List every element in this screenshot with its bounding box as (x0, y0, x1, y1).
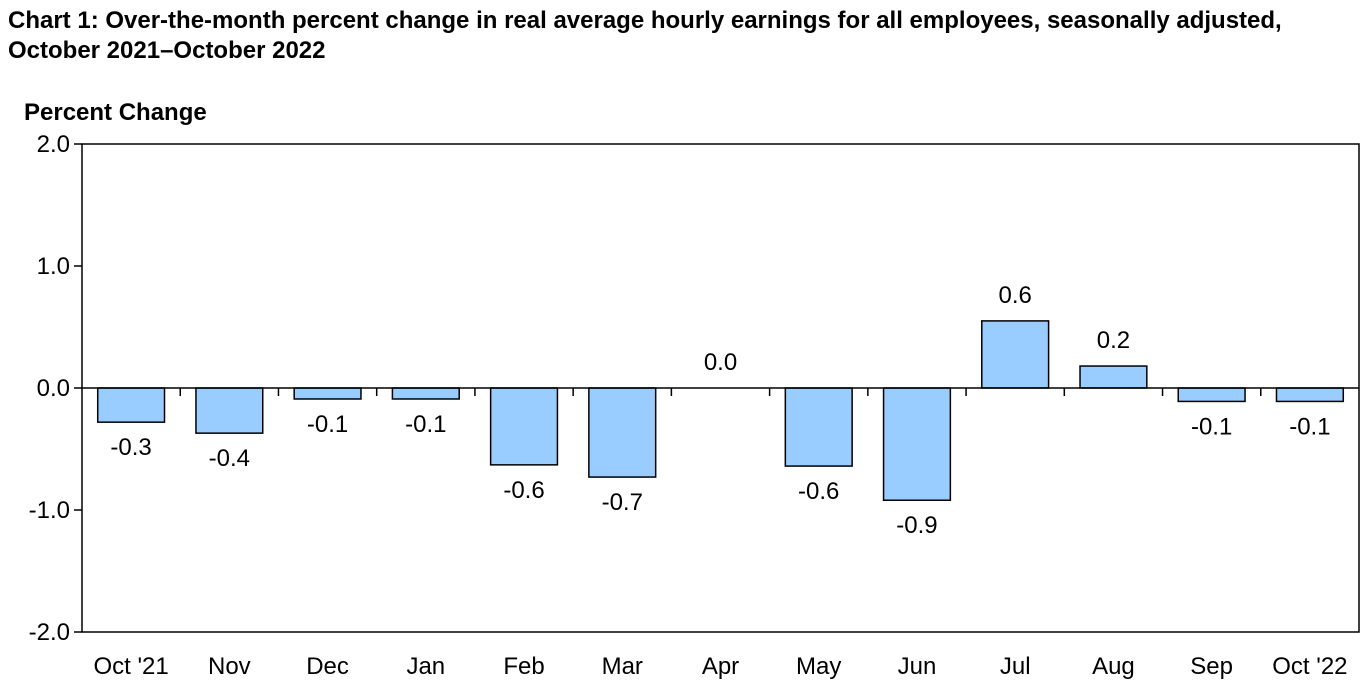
data-labels: -0.3 -0.4 -0.1 -0.1 -0.6 -0.7 0.0 -0.6 -0.9 0.6 0.… (110, 282, 1330, 539)
data-label: -0.1 (307, 411, 348, 438)
bar (588, 387, 657, 478)
data-label: -0.6 (798, 478, 839, 505)
bar (489, 387, 559, 466)
y-tick-label: 1.0 (37, 253, 70, 280)
data-label: -0.6 (503, 477, 544, 504)
x-tick-label: May (796, 653, 841, 680)
x-tick-label: Apr (702, 653, 739, 680)
data-label: -0.1 (1289, 413, 1330, 440)
data-label: 0.6 (999, 282, 1032, 309)
x-tick-label: Feb (503, 653, 544, 680)
bar (195, 387, 264, 434)
data-label: -0.4 (209, 445, 250, 472)
data-label: 0.2 (1097, 327, 1130, 354)
bar (391, 387, 460, 400)
bar (96, 387, 166, 423)
x-tick-label: Dec (306, 653, 349, 680)
x-tick-label: Jul (1000, 653, 1031, 680)
y-tick-label: -1.0 (29, 497, 70, 524)
bar (784, 387, 853, 467)
x-axis-ticks: Oct '21 Nov Dec Jan Feb Mar Apr May Jun Jul Aug Sep… (93, 388, 1348, 680)
x-tick-label: Jun (898, 653, 937, 680)
x-tick-label: Mar (602, 653, 643, 680)
bar (1079, 365, 1148, 389)
bar (981, 320, 1050, 389)
x-tick-label: Jan (406, 653, 445, 680)
data-label: -0.9 (896, 512, 937, 539)
x-tick-label: Oct '22 (1272, 653, 1347, 680)
x-tick-label: Aug (1092, 653, 1135, 680)
bar (882, 387, 952, 501)
data-label: -0.7 (602, 489, 643, 516)
x-tick-label: Sep (1190, 653, 1233, 680)
y-axis-ticks: 2.0 1.0 0.0 -1.0 -2.0 (29, 131, 82, 646)
data-label: -0.3 (110, 434, 151, 461)
data-label: 0.0 (704, 349, 737, 376)
chart-title: Chart 1: Over-the-month percent change i… (8, 7, 1282, 64)
bar (1275, 387, 1345, 403)
y-tick-label: -2.0 (29, 619, 70, 646)
x-tick-label: Nov (208, 653, 251, 680)
bar (1177, 387, 1246, 403)
x-tick-label: Oct '21 (93, 653, 168, 680)
y-axis-label: Percent Change (24, 99, 207, 126)
data-label: -0.1 (1191, 413, 1232, 440)
y-tick-label: 2.0 (37, 131, 70, 158)
y-tick-label: 0.0 (37, 375, 70, 402)
data-label: -0.1 (405, 411, 446, 438)
bars (96, 320, 1345, 501)
bar (293, 387, 362, 400)
